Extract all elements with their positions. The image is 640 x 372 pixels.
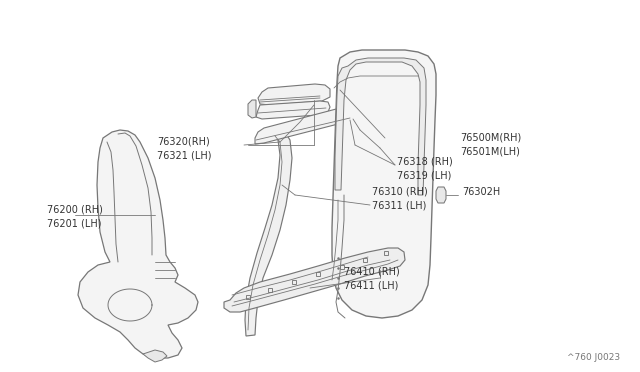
- Polygon shape: [258, 84, 330, 105]
- Text: 76319 (LH): 76319 (LH): [397, 171, 451, 181]
- Text: ^760 J0023: ^760 J0023: [567, 353, 620, 362]
- Text: 76320(RH): 76320(RH): [157, 136, 210, 146]
- Polygon shape: [245, 131, 292, 336]
- Polygon shape: [332, 50, 436, 318]
- Text: 76201 (LH): 76201 (LH): [47, 219, 102, 229]
- Text: 76318 (RH): 76318 (RH): [397, 157, 452, 167]
- Text: 76410 (RH): 76410 (RH): [344, 267, 400, 277]
- Polygon shape: [256, 101, 330, 119]
- Polygon shape: [436, 187, 446, 203]
- Polygon shape: [224, 248, 405, 312]
- Polygon shape: [78, 130, 198, 358]
- Text: 76501M(LH): 76501M(LH): [460, 147, 520, 157]
- Text: 76200 (RH): 76200 (RH): [47, 205, 103, 215]
- Polygon shape: [248, 100, 256, 118]
- Text: 76310 (RH): 76310 (RH): [372, 186, 428, 196]
- Text: 76321 (LH): 76321 (LH): [157, 150, 211, 160]
- Text: 76500M(RH): 76500M(RH): [460, 133, 521, 143]
- Polygon shape: [255, 108, 354, 144]
- Text: 76311 (LH): 76311 (LH): [372, 200, 426, 210]
- Text: 76302H: 76302H: [462, 187, 500, 197]
- Text: 76411 (LH): 76411 (LH): [344, 281, 398, 291]
- Polygon shape: [143, 350, 167, 362]
- Polygon shape: [335, 58, 426, 195]
